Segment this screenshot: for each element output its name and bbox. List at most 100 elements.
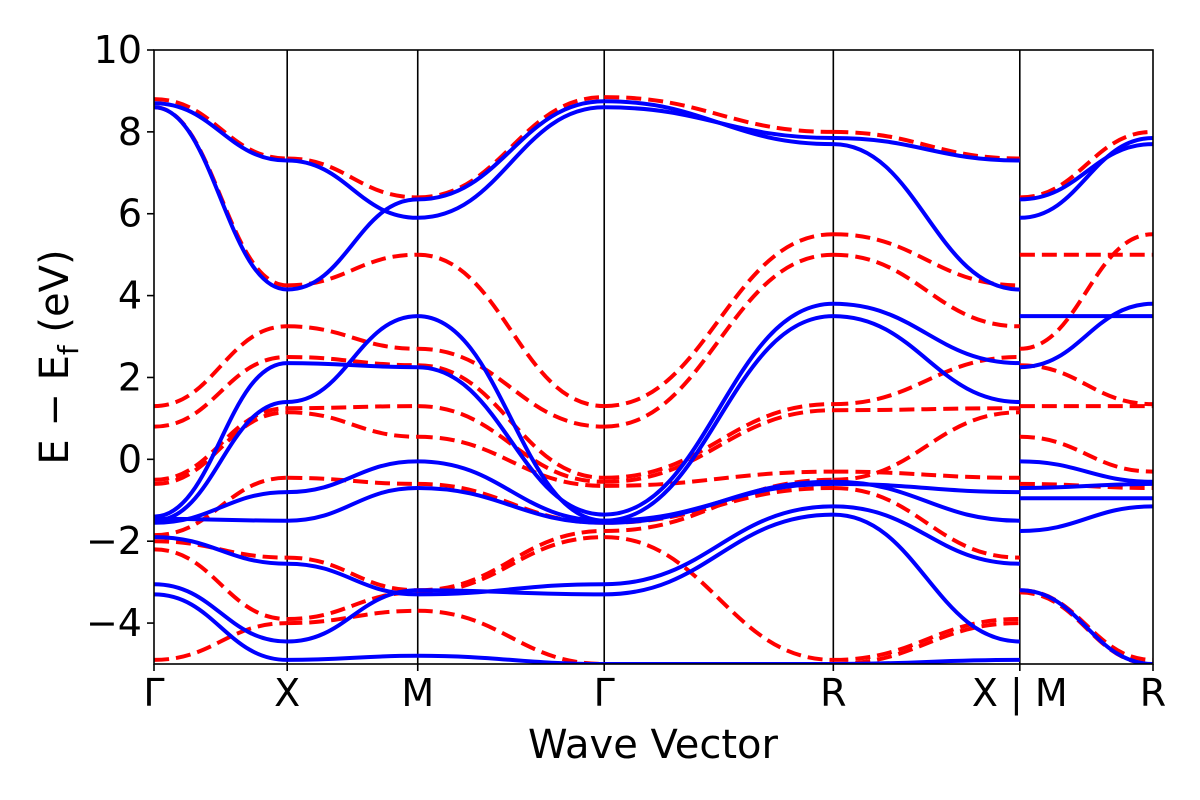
band-line [1019,588,1153,664]
band-line [417,99,605,202]
band-line [287,459,418,495]
band-line [604,512,834,597]
band-line [154,361,288,519]
band-line [833,479,1020,523]
band-line [417,314,605,523]
band-line [287,197,418,292]
y-tick-label: 0 [118,437,142,481]
band-line [604,504,834,587]
band-line [833,142,1020,292]
band-line [833,406,1020,413]
band-line [417,529,605,593]
band-line [604,479,834,525]
band-line [1019,481,1153,490]
band-line [1019,142,1153,202]
band-line [154,592,288,662]
band-line [154,582,288,644]
band-line [287,410,418,439]
band-line [604,301,834,517]
y-tick-label: 10 [94,28,142,72]
band-line [154,490,288,525]
band-line [833,301,1020,366]
band-line [417,486,605,525]
band-line [154,324,288,409]
band-line [417,588,605,597]
y-axis-title: E − Ef (eV) [32,249,85,464]
band-line [154,621,288,662]
kpoint-divider-lines [286,50,1021,664]
band-line [833,129,1020,161]
band-line [287,608,418,626]
y-tick-label: 2 [118,355,142,399]
band-line [604,95,834,134]
band-line [287,156,418,200]
band-line [287,555,418,593]
y-axis-title-main: E − E [32,355,78,465]
band-line [1019,363,1153,407]
band-line [154,101,288,163]
band-line [287,324,418,351]
x-tick-label: Γ [143,671,164,715]
band-line [287,314,418,404]
y-tick-label: 8 [118,110,142,154]
band-line [417,252,605,409]
series-model_solid [154,99,1153,664]
x-tick-label: Γ [594,671,615,715]
band-line [833,486,1020,560]
band-lines [154,95,1153,664]
band-line [1019,232,1153,351]
y-axis-ticks: −4 −2 0 2 4 6 8 10 [86,28,154,645]
band-line [417,346,605,429]
y-tick-label: 6 [118,192,142,236]
band-line [287,361,418,370]
band-line [287,653,418,662]
band-line [1019,504,1153,533]
x-tick-label: R [1140,671,1166,715]
band-line [833,617,1020,662]
y-tick-label: 4 [118,274,142,318]
band-line [417,582,605,597]
x-axis-title: Wave Vector [528,722,779,768]
band-line [287,475,418,486]
band-line [833,136,1020,163]
band-line [287,252,418,288]
y-tick-label: −2 [86,519,142,563]
y-tick-label: −4 [86,601,142,645]
band-line [1019,434,1153,474]
band-line [287,486,418,523]
band-line [287,404,418,411]
band-line [604,99,834,147]
band-line [154,547,288,621]
band-line [604,469,834,488]
band-line [417,365,605,517]
band-line [833,314,1020,404]
band-line [287,158,418,220]
band-line [417,95,605,200]
band-line [833,469,1020,480]
x-tick-label: X | M [972,671,1068,716]
band-line [833,252,1020,329]
band-line [287,588,418,644]
band-line [604,408,834,484]
band-line [833,512,1020,644]
band-line [833,504,1020,566]
y-axis-title-subscript: f [52,344,85,355]
band-line [154,410,288,486]
band-line [604,402,834,480]
band-line [1019,129,1153,200]
band-line [833,410,1020,482]
band-line [417,105,605,220]
x-tick-label: X [274,671,300,715]
y-axis-title-unit: (eV) [32,249,78,345]
x-axis-ticks: Γ X M Γ R X | M R [143,664,1166,716]
band-line [154,355,288,429]
band-line [287,355,418,368]
band-line [417,459,605,523]
x-tick-label: M [401,671,434,715]
band-line [417,434,605,488]
plot-frame [153,49,1154,665]
band-line [154,535,288,566]
band-line [154,105,288,292]
band-line [154,97,288,161]
band-line [1019,459,1153,484]
